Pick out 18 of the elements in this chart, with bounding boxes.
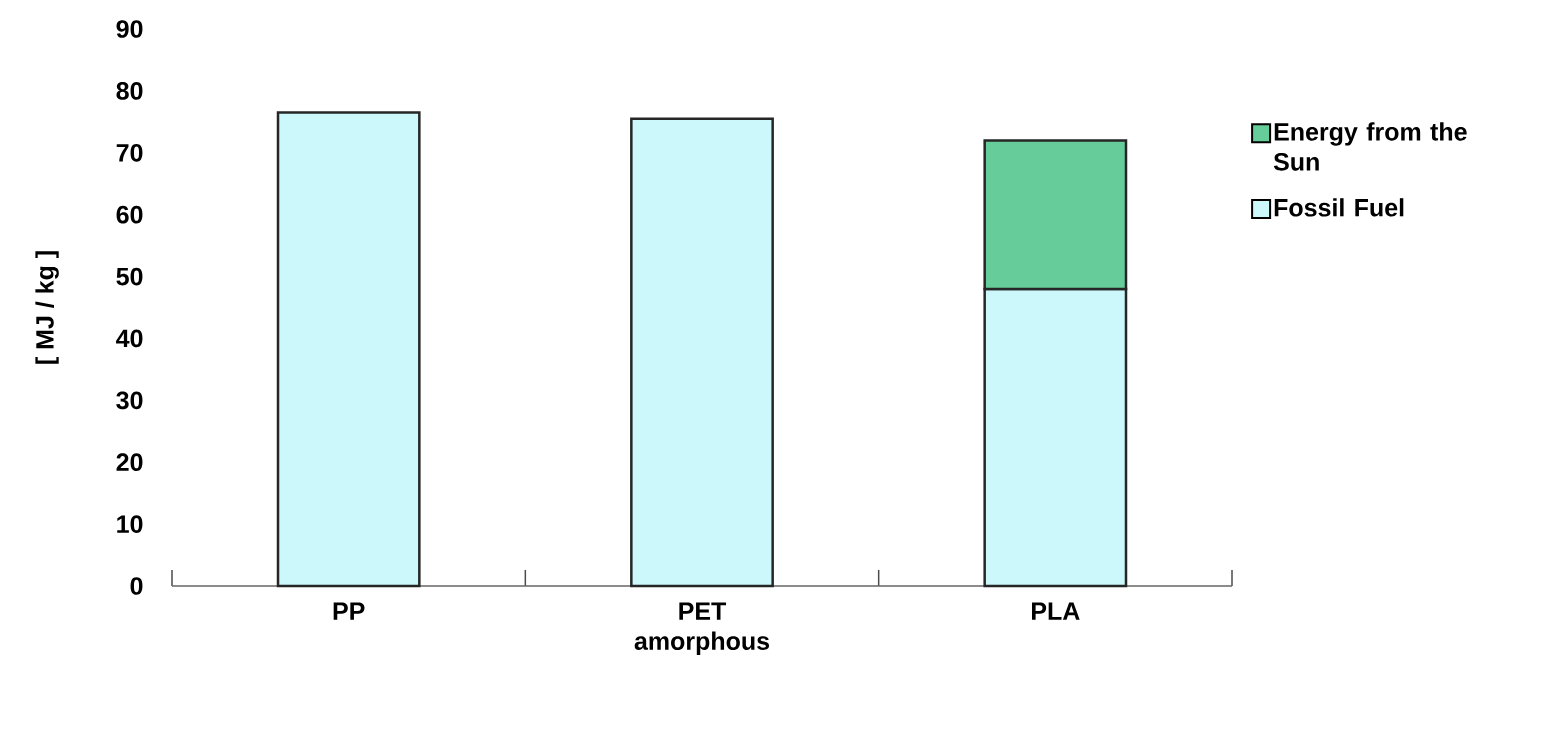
bar (276, 111, 421, 588)
y-tick-label: 80 (116, 82, 143, 100)
y-tick-label: 70 (116, 143, 143, 162)
x-tick-label: PP (333, 602, 365, 620)
y-tick-label: 90 (116, 20, 143, 38)
y-axis-title: [ MJ / kg ] (35, 251, 59, 364)
y-tick-label: 50 (116, 267, 143, 286)
y-tick-label: 40 (116, 329, 143, 348)
y-tick-label: 20 (116, 453, 143, 472)
y-tick-label: 60 (116, 205, 143, 224)
x-tick-label: PET amorphous (634, 602, 770, 655)
x-tick-label: PLA (1032, 602, 1080, 620)
bar (630, 117, 774, 588)
y-tick-label: 10 (117, 515, 143, 533)
legend-label: Energy from the Sun (1273, 122, 1467, 171)
y-tick-label: 30 (116, 391, 143, 410)
legend-label: Fossil Fuel (1274, 198, 1404, 217)
y-tick-label: 0 (130, 577, 143, 595)
